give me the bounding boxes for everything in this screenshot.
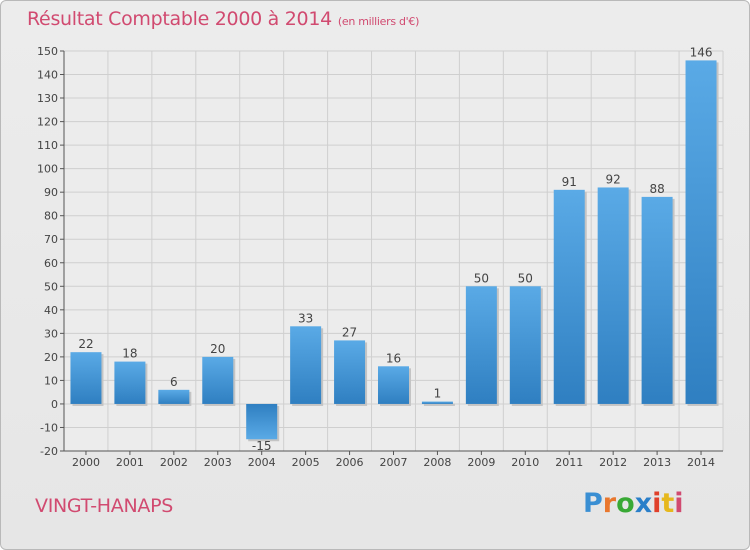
logo-letter: i — [652, 488, 662, 519]
x-tick-label: 2011 — [555, 456, 583, 469]
y-tick-label: 150 — [37, 45, 58, 58]
chart-subtitle: (en milliers d'€) — [337, 15, 420, 28]
bar-2012 — [597, 187, 629, 404]
y-tick-label: 90 — [44, 186, 58, 199]
logo-letter: r — [602, 488, 617, 519]
data-label: 50 — [518, 271, 533, 285]
y-tick-label: -10 — [40, 421, 58, 434]
y-tick-label: 80 — [44, 210, 58, 223]
logo-letter: i — [674, 488, 684, 519]
place-name: VINGT-HANAPS — [35, 495, 173, 517]
x-tick-label: 2006 — [336, 456, 364, 469]
bar-2000 — [70, 352, 102, 404]
logo-letter: o — [616, 488, 635, 519]
data-label: 88 — [649, 182, 664, 196]
x-tick-label: 2005 — [292, 456, 320, 469]
bar-2002 — [158, 389, 190, 404]
y-tick-label: 10 — [44, 374, 58, 387]
x-tick-label: 2003 — [204, 456, 232, 469]
bar-2004 — [246, 403, 278, 440]
chart-title: Résultat Comptable 2000 à 2014 (en millie… — [27, 8, 419, 30]
x-tick-label: 2008 — [423, 456, 451, 469]
data-label: 16 — [386, 351, 401, 365]
bar-shadow — [423, 403, 455, 406]
x-tick-label: 2009 — [467, 456, 495, 469]
y-tick-label: 100 — [37, 163, 58, 176]
y-tick-label: 130 — [37, 92, 58, 105]
x-tick-label: 2013 — [643, 456, 671, 469]
bar-2013 — [641, 196, 673, 404]
y-tick-label: 60 — [44, 257, 58, 270]
y-tick-label: 20 — [44, 351, 58, 364]
data-label: 91 — [562, 175, 577, 189]
x-tick-label: 2000 — [72, 456, 100, 469]
bar-2008 — [421, 401, 453, 404]
y-tick-label: 110 — [37, 139, 58, 152]
bar-2010 — [509, 286, 541, 404]
bar-2011 — [553, 189, 585, 404]
bar-2006 — [334, 340, 366, 404]
logo-letter: t — [661, 488, 675, 519]
x-tick-label: 2004 — [248, 456, 276, 469]
data-label: 6 — [170, 375, 178, 389]
data-label: 1 — [434, 387, 442, 401]
bar-2005 — [290, 326, 322, 404]
bar-2009 — [465, 286, 497, 404]
x-tick-label: 2012 — [599, 456, 627, 469]
data-label: -15 — [252, 439, 272, 453]
y-tick-label: 0 — [51, 398, 58, 411]
data-label: 27 — [342, 325, 357, 339]
y-tick-label: -20 — [40, 445, 58, 458]
data-label: 92 — [606, 172, 621, 186]
y-tick-label: 30 — [44, 327, 58, 340]
data-label: 20 — [210, 342, 225, 356]
bar-2003 — [202, 356, 234, 404]
data-label: 50 — [474, 271, 489, 285]
x-tick-label: 2001 — [116, 456, 144, 469]
x-tick-label: 2010 — [511, 456, 539, 469]
bar-2001 — [114, 361, 146, 404]
y-tick-label: 50 — [44, 280, 58, 293]
data-label: 18 — [122, 347, 137, 361]
data-label: 22 — [78, 337, 93, 351]
bar-2007 — [378, 366, 409, 404]
logo-letter: P — [583, 488, 603, 519]
data-label: 146 — [690, 45, 713, 59]
y-tick-label: 40 — [44, 304, 58, 317]
x-tick-label: 2014 — [687, 456, 715, 469]
title-text: Résultat Comptable 2000 à 2014 — [27, 8, 332, 30]
x-tick-label: 2002 — [160, 456, 188, 469]
y-tick-label: 70 — [44, 233, 58, 246]
y-tick-label: 140 — [37, 69, 58, 82]
data-label: 33 — [298, 311, 313, 325]
proxiti-logo: Proxiti — [583, 488, 684, 519]
x-tick-label: 2007 — [380, 456, 408, 469]
y-tick-label: 120 — [37, 116, 58, 129]
bar-2014 — [685, 60, 717, 404]
logo-letter: x — [634, 488, 653, 519]
